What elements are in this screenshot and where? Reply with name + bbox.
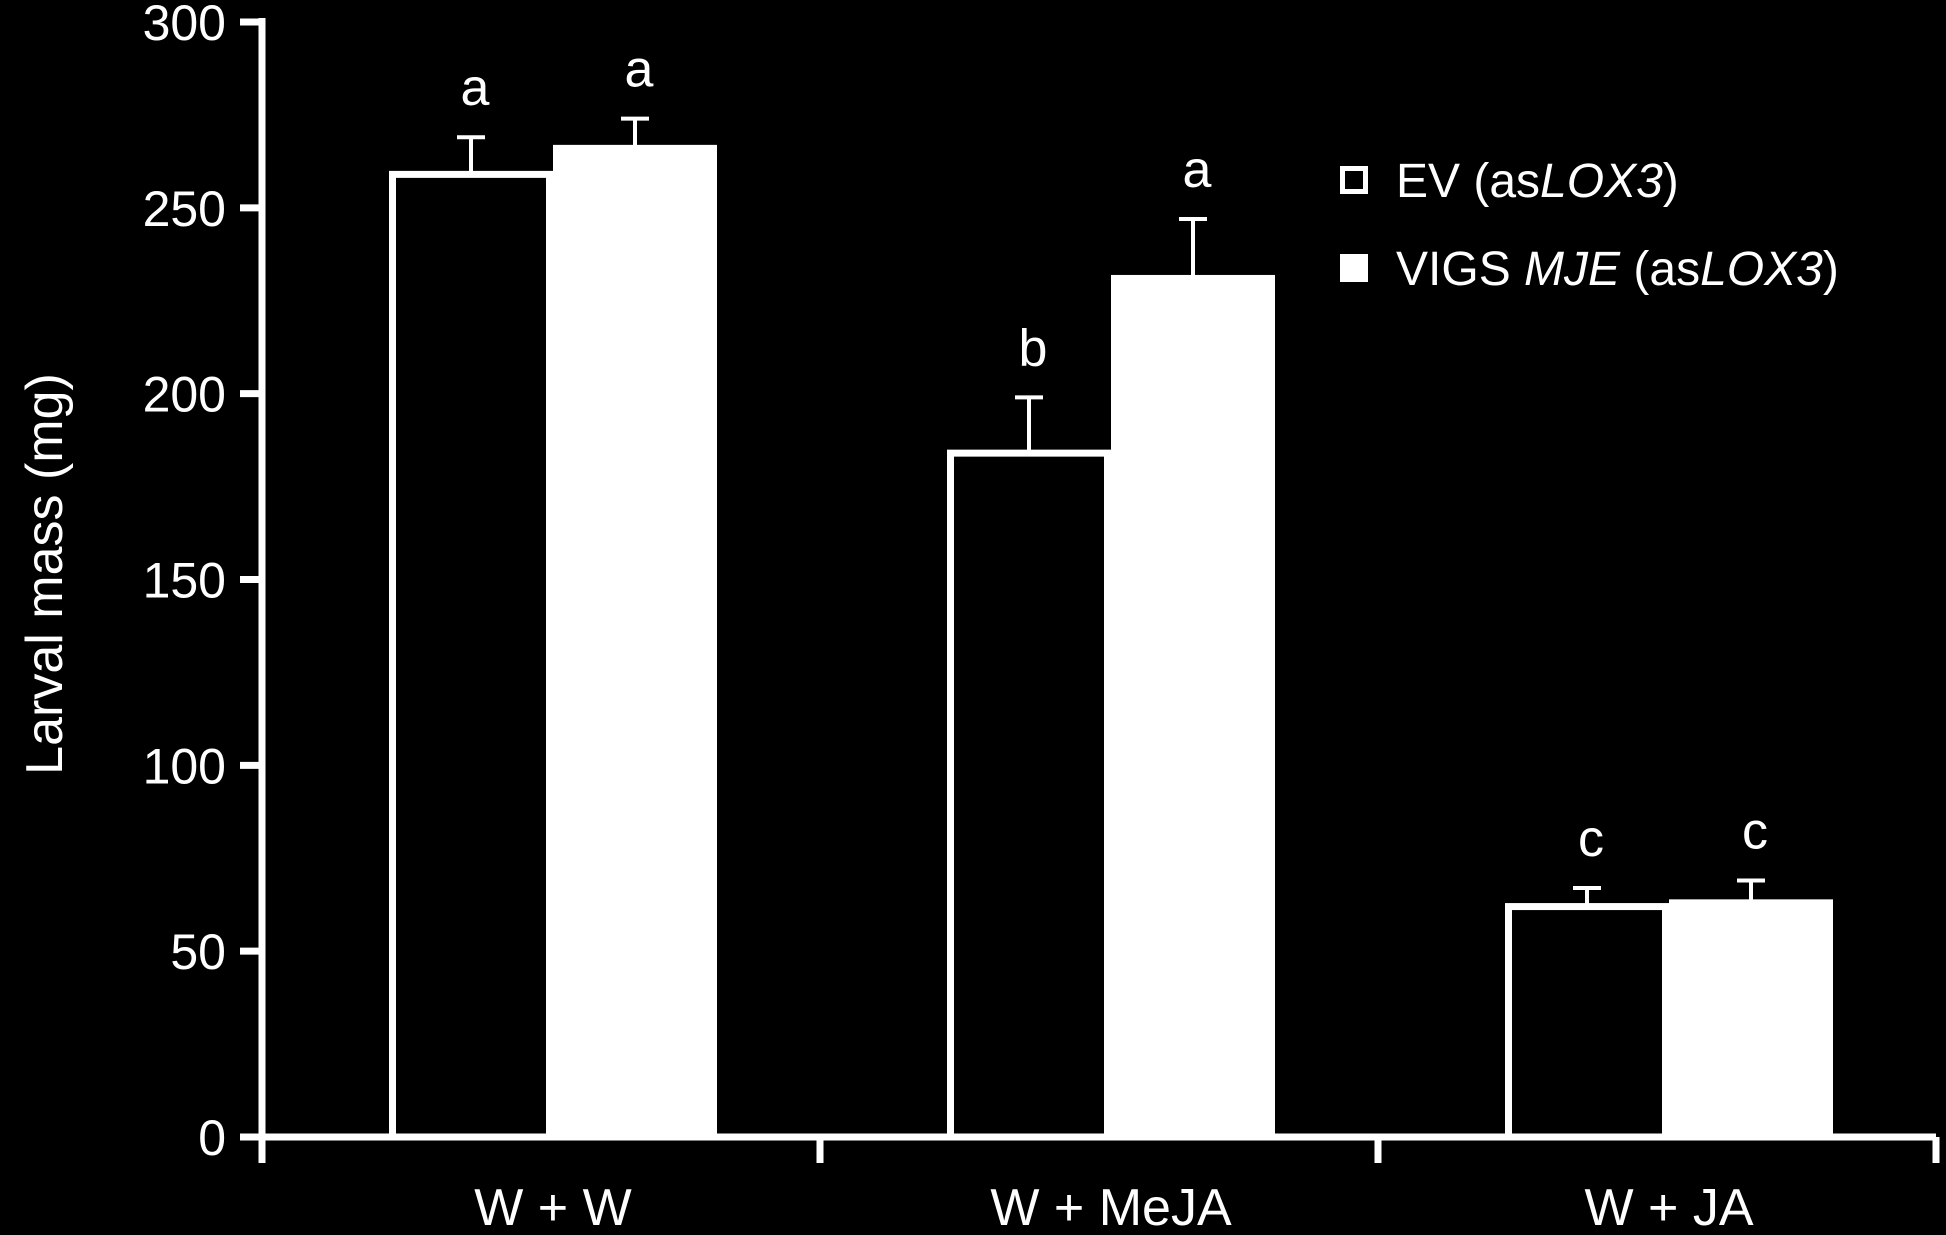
x-category-label: W + MeJA	[990, 1179, 1232, 1235]
bar	[947, 449, 1111, 1141]
y-tick-label: 150	[143, 553, 226, 609]
bar	[553, 144, 717, 1137]
legend-label-part: EV (as	[1396, 155, 1540, 208]
significance-letter: c	[1578, 810, 1604, 868]
bar	[1505, 903, 1669, 1141]
legend-label-part: )	[1823, 243, 1839, 296]
significance-letter: c	[1742, 803, 1768, 861]
legend-label-part: (as	[1620, 243, 1700, 296]
y-tick-label: 300	[143, 0, 226, 51]
legend-swatch	[1340, 254, 1368, 282]
bar	[1669, 899, 1833, 1137]
significance-letter: a	[461, 59, 490, 117]
significance-letter: a	[625, 41, 654, 99]
y-axis: 0 50 100 150 200 250 300	[143, 0, 266, 1166]
significance-letters: a a b a c c	[461, 41, 1768, 868]
legend-label-part: VIGS	[1396, 243, 1524, 296]
y-tick-label: 200	[143, 367, 226, 423]
x-category-label: W + W	[474, 1179, 631, 1235]
y-tick-label: 50	[170, 924, 226, 980]
significance-letter: a	[1183, 141, 1212, 199]
significance-letter: b	[1019, 319, 1048, 377]
y-tick-label: 250	[143, 181, 226, 237]
bar	[1111, 274, 1275, 1137]
y-axis-title: Larval mass (mg)	[16, 373, 74, 775]
legend-label-part: LOX3	[1540, 155, 1663, 208]
legend-swatch	[1340, 166, 1368, 194]
y-tick-label: 0	[198, 1110, 226, 1166]
x-axis: W + W W + MeJA W + JA	[258, 1133, 1940, 1235]
legend-label-part: )	[1663, 155, 1679, 208]
x-category-label: W + JA	[1584, 1179, 1753, 1235]
legend-label-part: MJE	[1524, 243, 1621, 296]
error-bars	[457, 116, 1765, 907]
bars	[389, 144, 1833, 1141]
legend: EV (asLOX3)VIGS MJE (asLOX3)	[1340, 155, 1839, 296]
y-tick-label: 100	[143, 738, 226, 794]
legend-label-part: LOX3	[1700, 243, 1823, 296]
bar	[389, 170, 553, 1141]
legend-label: EV (asLOX3)	[1396, 155, 1679, 208]
legend-label: VIGS MJE (asLOX3)	[1396, 243, 1839, 296]
